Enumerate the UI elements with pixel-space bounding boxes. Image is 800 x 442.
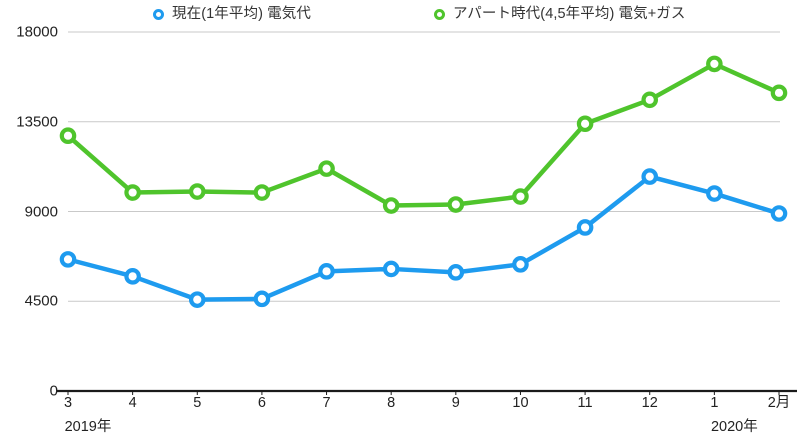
data-point-marker[interactable]	[770, 84, 788, 102]
data-series-group	[59, 55, 788, 308]
data-point-marker[interactable]	[188, 291, 206, 308]
y-axis-tick-label: 4500	[24, 292, 58, 310]
data-point-marker[interactable]	[188, 183, 206, 200]
data-point-marker[interactable]	[576, 115, 594, 133]
data-point-marker[interactable]	[124, 268, 141, 285]
data-point-marker[interactable]	[512, 256, 529, 273]
data-point-marker[interactable]	[447, 196, 465, 213]
series-0	[59, 168, 788, 308]
series-line	[65, 61, 782, 208]
legend-entry-apartment[interactable]: アパート時代(4,5年平均) 電気+ガス	[433, 5, 686, 22]
chart-legend: 現在(1年平均) 電気代 アパート時代(4,5年平均) 電気+ガス	[0, 0, 800, 28]
legend-label-apartment: アパート時代(4,5年平均) 電気+ガス	[452, 5, 686, 22]
y-axis-tick-label: 0	[49, 382, 58, 400]
data-point-marker[interactable]	[512, 188, 529, 205]
data-point-marker[interactable]	[382, 197, 400, 214]
data-point-marker[interactable]	[382, 260, 400, 278]
data-point-marker[interactable]	[59, 127, 77, 145]
gridlines	[68, 31, 780, 302]
data-point-marker[interactable]	[318, 263, 335, 280]
series-line	[65, 174, 782, 302]
data-point-marker[interactable]	[706, 185, 723, 202]
data-point-marker[interactable]	[641, 91, 659, 109]
y-axis-labels: 18000 13500 9000 4500 0	[0, 0, 58, 442]
y-axis-tick-label: 9000	[24, 203, 58, 220]
data-point-marker[interactable]	[253, 290, 271, 308]
legend-marker-apartment-icon	[433, 8, 445, 20]
data-point-marker[interactable]	[706, 55, 723, 73]
data-point-marker[interactable]	[576, 219, 594, 236]
y-axis-tick-label: 13500	[16, 113, 58, 131]
data-point-marker[interactable]	[318, 160, 335, 177]
data-point-marker[interactable]	[124, 184, 141, 201]
series-1	[59, 55, 788, 214]
legend-entry-current[interactable]: 現在(1年平均) 電気代	[153, 7, 311, 22]
x-axis-ticks	[67, 391, 780, 395]
data-point-marker[interactable]	[447, 264, 465, 281]
data-point-marker[interactable]	[770, 205, 788, 222]
y-axis-tick-label: 18000	[16, 23, 58, 41]
data-point-marker[interactable]	[59, 251, 77, 268]
legend-marker-current-icon	[153, 8, 164, 20]
legend-label-current: 現在(1年平均) 電気代	[172, 5, 311, 22]
data-point-marker[interactable]	[253, 184, 271, 201]
data-point-marker[interactable]	[641, 168, 659, 185]
